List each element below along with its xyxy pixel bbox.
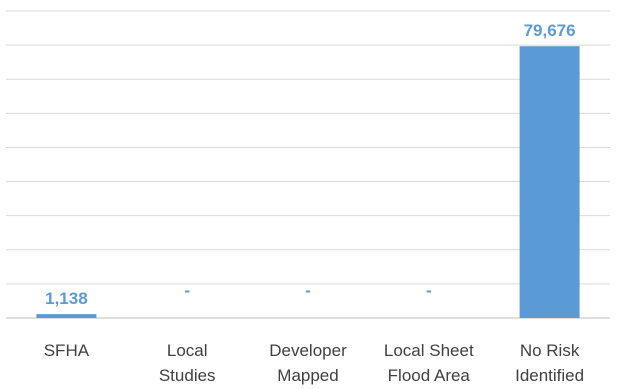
data-label: - — [426, 281, 432, 300]
category-label: Local Sheet Flood Area — [384, 341, 474, 385]
gridlines — [6, 10, 610, 319]
bar-no-risk-identified — [519, 46, 580, 319]
data-label: - — [305, 281, 311, 300]
category-label: No Risk Identified — [515, 341, 584, 385]
bar-sfha — [36, 314, 97, 318]
category-label: SFHA — [44, 341, 90, 360]
bars — [36, 46, 580, 319]
data-label: 1,138 — [45, 289, 88, 308]
data-label: - — [184, 281, 190, 300]
category-axis-labels: SFHA Local Studies Developer Mapped Local She… — [44, 341, 584, 385]
data-label: 79,676 — [524, 21, 576, 40]
category-label: Developer Mapped — [269, 341, 347, 385]
category-label: Local Studies — [159, 341, 216, 385]
data-labels: 1,138 - - - 79,676 — [45, 21, 575, 308]
